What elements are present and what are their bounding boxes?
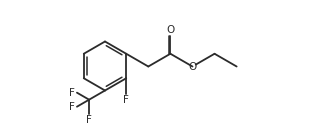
Text: F: F bbox=[123, 95, 129, 105]
Text: F: F bbox=[86, 115, 92, 125]
Text: O: O bbox=[188, 62, 197, 72]
Text: O: O bbox=[166, 25, 175, 35]
Text: F: F bbox=[69, 102, 75, 112]
Text: F: F bbox=[69, 88, 75, 98]
